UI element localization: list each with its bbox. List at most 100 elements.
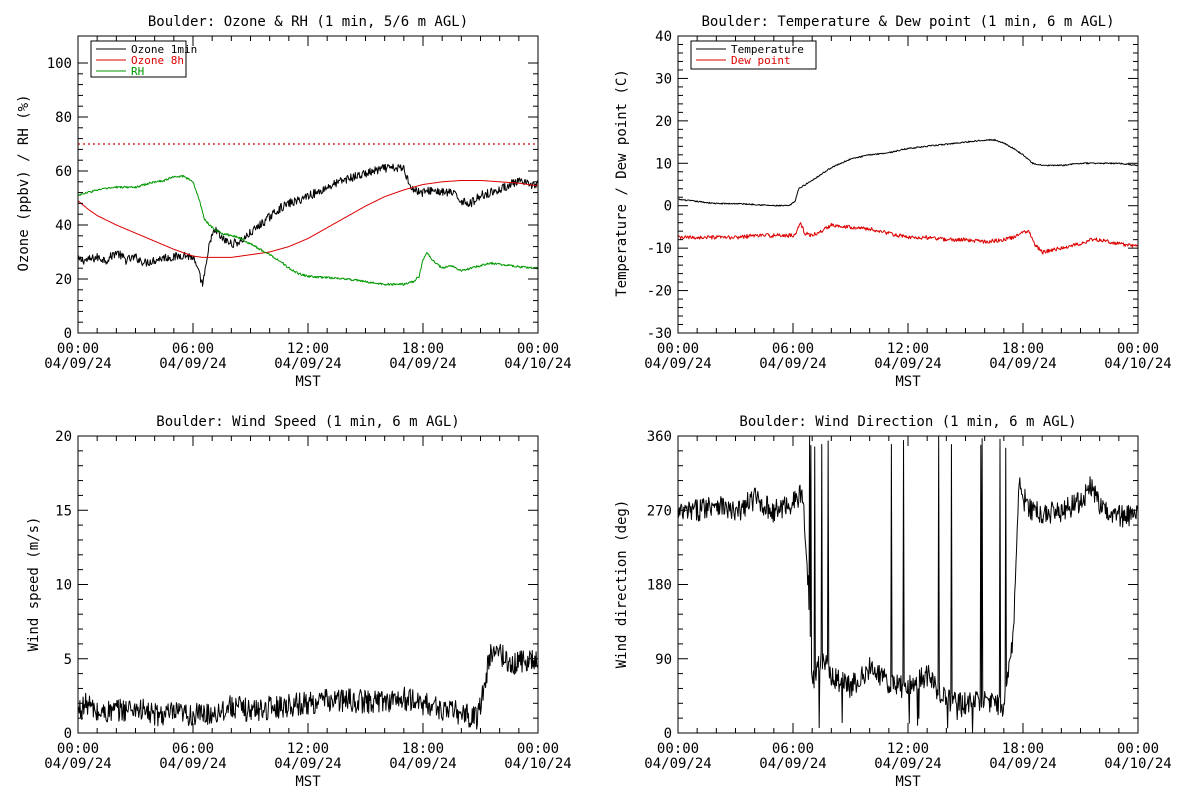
series-line-wind-direction <box>677 435 1139 733</box>
y-axis-label: Wind direction (deg) <box>614 500 630 669</box>
y-axis-label: Temperature / Dew point (C) <box>614 69 630 297</box>
y-tick-label: 90 <box>655 652 672 668</box>
y-tick-label: 40 <box>55 218 72 234</box>
series-line-temperature <box>677 138 1139 207</box>
y-tick-label: 180 <box>647 578 672 594</box>
plot-area <box>677 138 1139 255</box>
y-tick-label: 10 <box>655 156 672 172</box>
legend-label-rh: RH <box>131 65 144 78</box>
chart-title: Boulder: Wind Speed (1 min, 6 m AGL) <box>156 414 459 430</box>
chart-title: Boulder: Wind Direction (1 min, 6 m AGL) <box>739 414 1076 430</box>
x-tick-label-date: 04/09/24 <box>274 756 341 772</box>
x-tick-label-date: 04/09/24 <box>989 756 1056 772</box>
plot-area <box>77 143 539 287</box>
x-tick-label-date: 04/09/24 <box>274 356 341 372</box>
plot-frame <box>677 35 1139 334</box>
panel-wind-speed: Boulder: Wind Speed (1 min, 6 m AGL) Win… <box>26 414 572 790</box>
legend-label-ozone-1min: Ozone 1min <box>131 43 197 56</box>
x-axis-label: MST <box>895 774 921 790</box>
x-tick-label-time: 00:00 <box>1117 341 1159 357</box>
y-tick-label: 20 <box>55 272 72 288</box>
x-tick-label-date: 04/09/24 <box>874 356 941 372</box>
x-tick-label-date: 04/09/24 <box>44 356 111 372</box>
y-tick-label: 20 <box>55 429 72 445</box>
x-tick-label-time: 00:00 <box>517 341 559 357</box>
y-tick-label: 0 <box>64 726 72 742</box>
x-tick-label-date: 04/10/24 <box>504 356 571 372</box>
x-tick-label-time: 00:00 <box>657 341 699 357</box>
series-line-dew-point <box>677 222 1139 255</box>
y-tick-label: -10 <box>647 241 672 257</box>
series-line-ozone-8h <box>77 179 539 258</box>
x-axis-label: MST <box>895 374 921 390</box>
y-tick-label: 0 <box>64 326 72 342</box>
y-tick-label: 0 <box>664 726 672 742</box>
y-axis-label: Wind speed (m/s) <box>26 517 42 652</box>
y-tick-label: 80 <box>55 110 72 126</box>
x-tick-label-date: 04/09/24 <box>874 756 941 772</box>
legend: Ozone 1min Ozone 8h RH <box>90 40 197 78</box>
x-tick-label-time: 12:00 <box>887 741 929 757</box>
legend-label-temperature: Temperature <box>731 43 804 56</box>
x-tick-label-time: 12:00 <box>287 741 329 757</box>
x-tick-label-date: 04/09/24 <box>644 756 711 772</box>
chart-title: Boulder: Ozone & RH (1 min, 5/6 m AGL) <box>148 14 468 30</box>
x-axis-label: MST <box>295 374 321 390</box>
y-tick-label: 60 <box>55 164 72 180</box>
y-tick-label: 40 <box>655 29 672 45</box>
x-tick-label-date: 04/09/24 <box>759 756 826 772</box>
x-tick-label-date: 04/10/24 <box>1104 356 1171 372</box>
plot-area <box>677 435 1139 733</box>
x-tick-label-time: 12:00 <box>887 341 929 357</box>
plot-area <box>77 643 539 730</box>
panel-wind-direction: Boulder: Wind Direction (1 min, 6 m AGL)… <box>614 414 1172 790</box>
y-axis-label: Ozone (ppbv) / RH (%) <box>16 94 32 271</box>
x-tick-label-date: 04/09/24 <box>159 756 226 772</box>
x-tick-label-time: 00:00 <box>57 741 99 757</box>
x-tick-label-time: 18:00 <box>402 741 444 757</box>
x-tick-label-date: 04/09/24 <box>389 756 456 772</box>
x-tick-label-date: 04/09/24 <box>159 356 226 372</box>
legend-box <box>690 40 817 70</box>
x-tick-label-time: 00:00 <box>517 741 559 757</box>
y-tick-label: -20 <box>647 284 672 300</box>
x-tick-label-time: 00:00 <box>1117 741 1159 757</box>
legend-label-ozone-8h: Ozone 8h <box>131 54 184 67</box>
series-line-rh <box>77 174 539 286</box>
y-tick-label: 10 <box>55 578 72 594</box>
x-tick-label-time: 06:00 <box>772 741 814 757</box>
x-tick-label-time: 06:00 <box>772 341 814 357</box>
x-tick-label-date: 04/10/24 <box>504 756 571 772</box>
x-axis-label: MST <box>295 774 321 790</box>
x-tick-label-time: 12:00 <box>287 341 329 357</box>
x-tick-label-time: 06:00 <box>172 741 214 757</box>
y-tick-label: 15 <box>55 503 72 519</box>
x-tick-label-time: 00:00 <box>657 741 699 757</box>
x-tick-label-time: 18:00 <box>1002 341 1044 357</box>
x-tick-label-date: 04/09/24 <box>759 356 826 372</box>
series-line-wind-speed <box>77 643 539 730</box>
y-tick-label: 100 <box>47 56 72 72</box>
panel-ozone: Boulder: Ozone & RH (1 min, 5/6 m AGL) O… <box>16 14 572 390</box>
legend: Temperature Dew point <box>690 40 817 70</box>
panel-temperature: Boulder: Temperature & Dew point (1 min,… <box>614 14 1172 390</box>
y-tick-label: 20 <box>655 114 672 130</box>
y-tick-label: 0 <box>664 199 672 215</box>
legend-box <box>90 40 187 78</box>
x-tick-label-date: 04/09/24 <box>44 756 111 772</box>
plot-frame <box>77 435 539 734</box>
legend-label-dew-point: Dew point <box>731 54 791 67</box>
x-tick-label-date: 04/10/24 <box>1104 756 1171 772</box>
y-tick-label: 5 <box>64 652 72 668</box>
y-tick-label: -30 <box>647 326 672 342</box>
y-tick-label: 30 <box>655 71 672 87</box>
x-tick-label-time: 06:00 <box>172 341 214 357</box>
x-tick-label-date: 04/09/24 <box>389 356 456 372</box>
x-tick-label-date: 04/09/24 <box>989 356 1056 372</box>
x-tick-label-time: 18:00 <box>402 341 444 357</box>
chart-title: Boulder: Temperature & Dew point (1 min,… <box>701 14 1114 30</box>
series-line-ozone-1min <box>77 163 539 287</box>
y-tick-label: 360 <box>647 429 672 445</box>
x-tick-label-time: 18:00 <box>1002 741 1044 757</box>
